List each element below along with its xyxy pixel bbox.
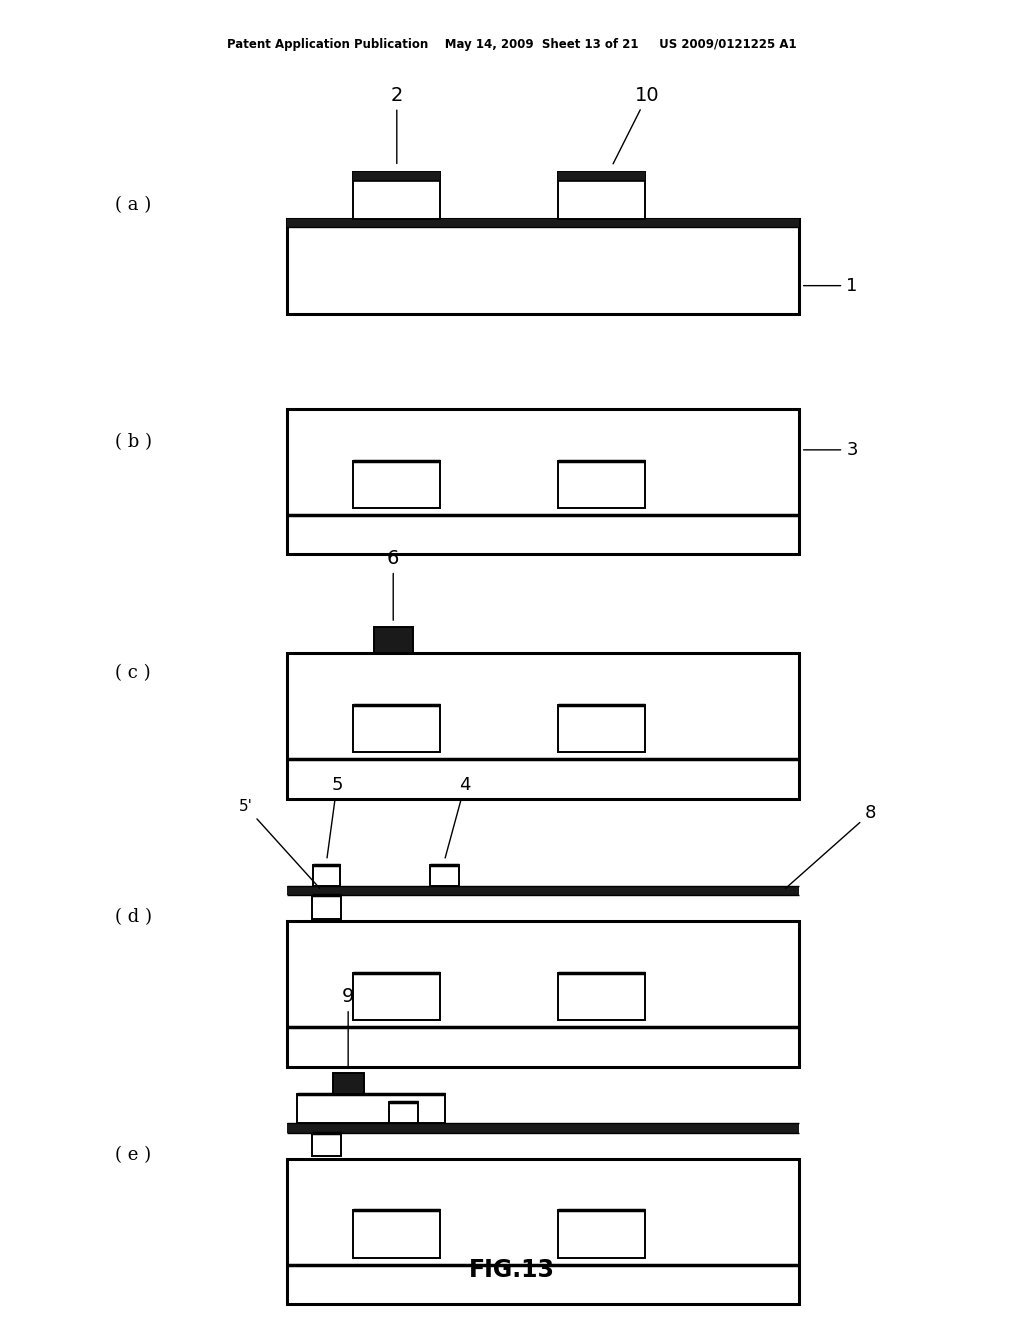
Text: ( e ): ( e ) bbox=[115, 1146, 152, 1164]
Bar bbox=[287, 219, 799, 227]
Text: ( d ): ( d ) bbox=[115, 908, 152, 927]
Text: 6: 6 bbox=[387, 549, 399, 620]
Bar bbox=[558, 705, 645, 752]
Bar bbox=[287, 1123, 799, 1133]
Text: 1: 1 bbox=[804, 277, 858, 294]
Bar bbox=[558, 973, 645, 1020]
Bar bbox=[430, 865, 459, 886]
Bar bbox=[297, 1094, 445, 1123]
Bar bbox=[287, 653, 799, 799]
Text: 3: 3 bbox=[804, 441, 858, 459]
Bar bbox=[558, 461, 645, 508]
Bar bbox=[312, 1133, 341, 1156]
Bar bbox=[353, 172, 440, 181]
Bar bbox=[353, 1210, 440, 1258]
Bar bbox=[558, 1210, 645, 1258]
Bar bbox=[313, 865, 340, 886]
Bar bbox=[558, 172, 645, 219]
Bar bbox=[287, 219, 799, 314]
Text: 2: 2 bbox=[390, 86, 403, 164]
Text: 8: 8 bbox=[785, 804, 877, 888]
Text: Patent Application Publication    May 14, 2009  Sheet 13 of 21     US 2009/01212: Patent Application Publication May 14, 2… bbox=[227, 38, 797, 51]
Text: ( a ): ( a ) bbox=[115, 195, 152, 214]
Text: ( c ): ( c ) bbox=[116, 664, 151, 682]
Bar bbox=[353, 172, 440, 219]
Bar bbox=[558, 172, 645, 181]
Text: 10: 10 bbox=[613, 86, 660, 164]
Text: 5': 5' bbox=[239, 799, 319, 888]
Bar bbox=[353, 973, 440, 1020]
Text: ( b ): ( b ) bbox=[115, 433, 152, 451]
Bar bbox=[353, 461, 440, 508]
Bar bbox=[333, 1073, 364, 1094]
Bar bbox=[312, 895, 341, 919]
Bar bbox=[287, 921, 799, 1067]
Bar bbox=[374, 627, 413, 653]
Bar bbox=[287, 1159, 799, 1304]
Bar bbox=[353, 705, 440, 752]
Text: 9: 9 bbox=[342, 987, 354, 1067]
Bar bbox=[287, 886, 799, 895]
Bar bbox=[287, 409, 799, 554]
Text: 5: 5 bbox=[327, 776, 343, 858]
Text: 4: 4 bbox=[445, 776, 471, 858]
Text: FIG.13: FIG.13 bbox=[469, 1258, 555, 1282]
Bar bbox=[389, 1102, 418, 1123]
